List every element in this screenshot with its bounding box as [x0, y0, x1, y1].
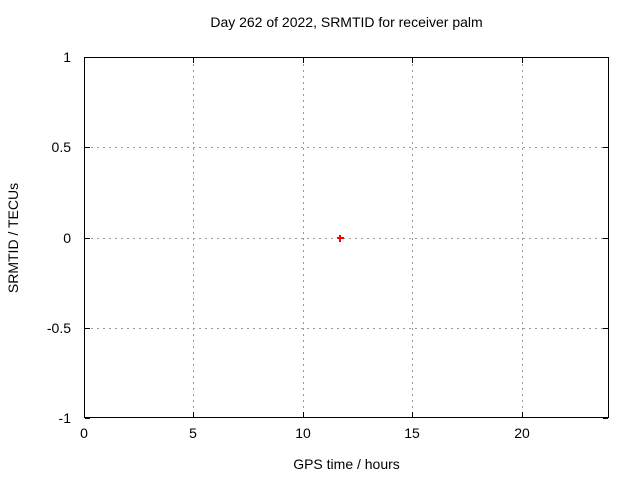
- y-tick-label: -0.5: [46, 320, 71, 336]
- chart-title: Day 262 of 2022, SRMTID for receiver pal…: [210, 14, 483, 30]
- y-tick-mark-right: [603, 418, 608, 419]
- y-tick-label: 1: [63, 49, 71, 65]
- x-axis-title: GPS time / hours: [293, 456, 400, 472]
- x-tick-label: 0: [80, 425, 88, 441]
- y-tick-label: 0.5: [51, 139, 71, 155]
- y-tick-mark-left: [85, 418, 90, 419]
- y-tick-label: 0: [63, 230, 71, 246]
- y-axis-title: SRMTID / TECUs: [5, 182, 21, 294]
- y-tick-label: -1: [58, 410, 71, 426]
- x-tick-label: 10: [295, 425, 311, 441]
- x-tick-label: 15: [404, 425, 420, 441]
- plot-area: [84, 57, 609, 418]
- x-tick-label: 20: [514, 425, 530, 441]
- x-tick-label: 5: [189, 425, 197, 441]
